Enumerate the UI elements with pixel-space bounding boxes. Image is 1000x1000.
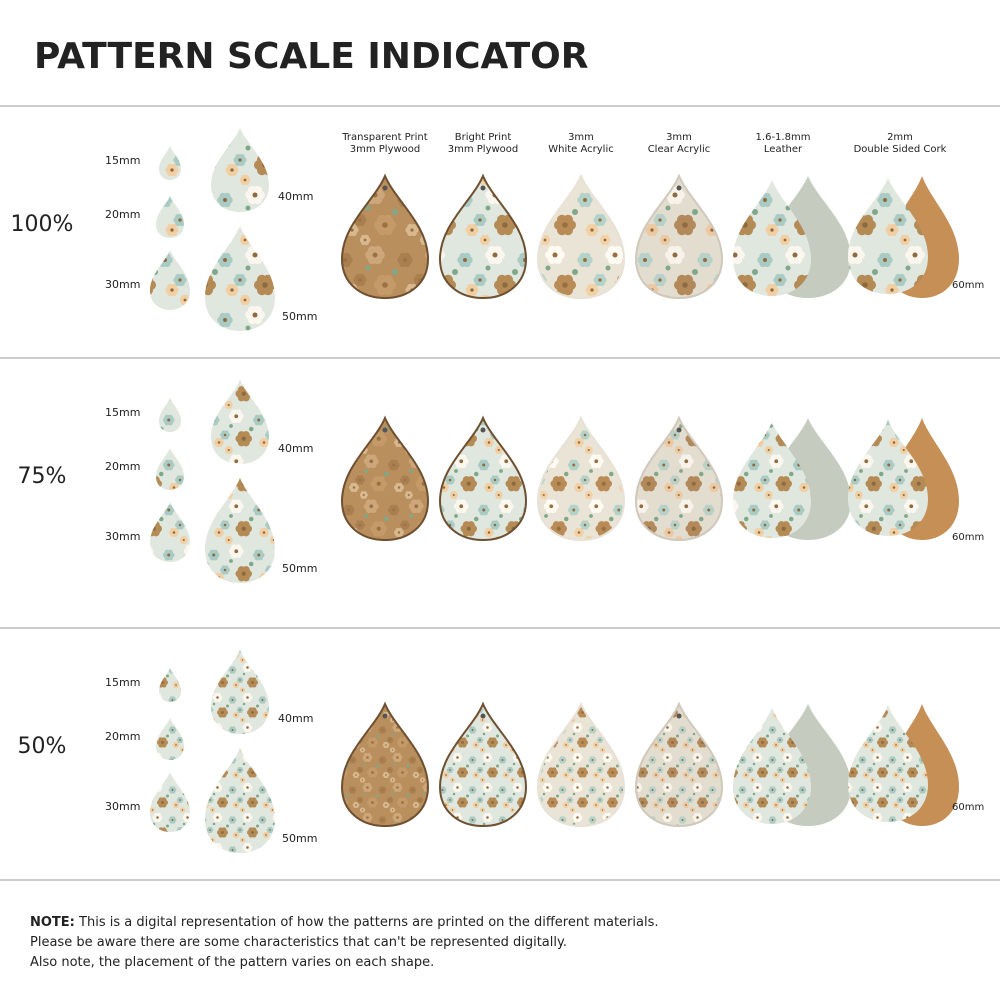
material-shape [733, 180, 811, 296]
drill-hole [480, 427, 486, 433]
size-label: 30mm [105, 800, 140, 813]
sample-shape [211, 650, 269, 734]
sample-shape [159, 668, 181, 702]
drill-hole [382, 185, 388, 191]
drill-hole [676, 427, 682, 433]
sample-size-label: 60mm [952, 802, 984, 813]
material-shape [340, 701, 430, 828]
size-label: 50mm [282, 310, 317, 323]
material-label: Bright Print [455, 132, 512, 143]
sample-size-label: 60mm [952, 532, 984, 543]
size-label: 20mm [105, 730, 140, 743]
drill-hole [676, 185, 682, 191]
material-shape [536, 701, 626, 828]
sample-shape [150, 250, 190, 310]
drill-hole [382, 427, 388, 433]
material-shape [848, 706, 928, 822]
size-label: 40mm [278, 712, 313, 725]
material-label: Double Sided Cork [854, 144, 947, 155]
note-text: This is a digital representation of how … [78, 915, 658, 930]
scale-label: 100% [11, 212, 74, 237]
size-label: 20mm [105, 208, 140, 221]
sample-shape [156, 196, 184, 238]
material-label: Transparent Print [341, 132, 427, 143]
drill-hole [480, 713, 486, 719]
size-label: 50mm [282, 562, 317, 575]
sample-shape [156, 448, 184, 490]
material-label: Leather [764, 144, 803, 155]
material-shape [634, 415, 724, 542]
sample-size-label: 60mm [952, 280, 984, 291]
material-shape [733, 422, 811, 538]
sample-shape [211, 128, 269, 212]
sample-shape [205, 478, 275, 583]
size-label: 15mm [105, 154, 140, 167]
material-shape [733, 708, 811, 824]
sample-shape [159, 146, 181, 180]
material-label: White Acrylic [548, 144, 614, 155]
material-shape [848, 420, 928, 536]
sample-shape [211, 380, 269, 464]
material-shape [438, 173, 528, 300]
size-label: 40mm [278, 190, 313, 203]
size-label: 20mm [105, 460, 140, 473]
material-shape [340, 415, 430, 542]
size-label: 30mm [105, 530, 140, 543]
size-label: 15mm [105, 676, 140, 689]
material-label: 3mm [568, 132, 594, 143]
sample-shape [156, 718, 184, 760]
material-shape [634, 173, 724, 300]
material-shape [536, 173, 626, 300]
note-label: NOTE: [30, 915, 75, 930]
sample-shape [150, 772, 190, 832]
drill-hole [382, 713, 388, 719]
material-label: 2mm [887, 132, 913, 143]
material-shape [438, 701, 528, 828]
size-label: 30mm [105, 278, 140, 291]
size-label: 40mm [278, 442, 313, 455]
note-line: NOTE: This is a digital representation o… [30, 915, 659, 930]
material-label: 3mm [666, 132, 692, 143]
scale-label: 75% [18, 464, 67, 489]
material-shape [438, 415, 528, 542]
material-shape [536, 415, 626, 542]
material-label: Clear Acrylic [648, 144, 711, 155]
material-label: 3mm Plywood [448, 144, 519, 155]
size-label: 50mm [282, 832, 317, 845]
material-label: 1.6-1.8mm [756, 132, 811, 143]
sample-shape [205, 748, 275, 853]
drill-hole [480, 185, 486, 191]
material-shape [340, 173, 430, 300]
sample-shape [205, 226, 275, 331]
sample-shape [159, 398, 181, 432]
sample-shape [150, 502, 190, 562]
drill-hole [676, 713, 682, 719]
note-line: Also note, the placement of the pattern … [30, 955, 434, 970]
note-line: Please be aware there are some character… [30, 935, 567, 950]
scale-label: 50% [18, 734, 67, 759]
page-title: PATTERN SCALE INDICATOR [34, 36, 589, 77]
material-shape [848, 178, 928, 294]
size-label: 15mm [105, 406, 140, 419]
material-shape [634, 701, 724, 828]
material-label: 3mm Plywood [350, 144, 421, 155]
